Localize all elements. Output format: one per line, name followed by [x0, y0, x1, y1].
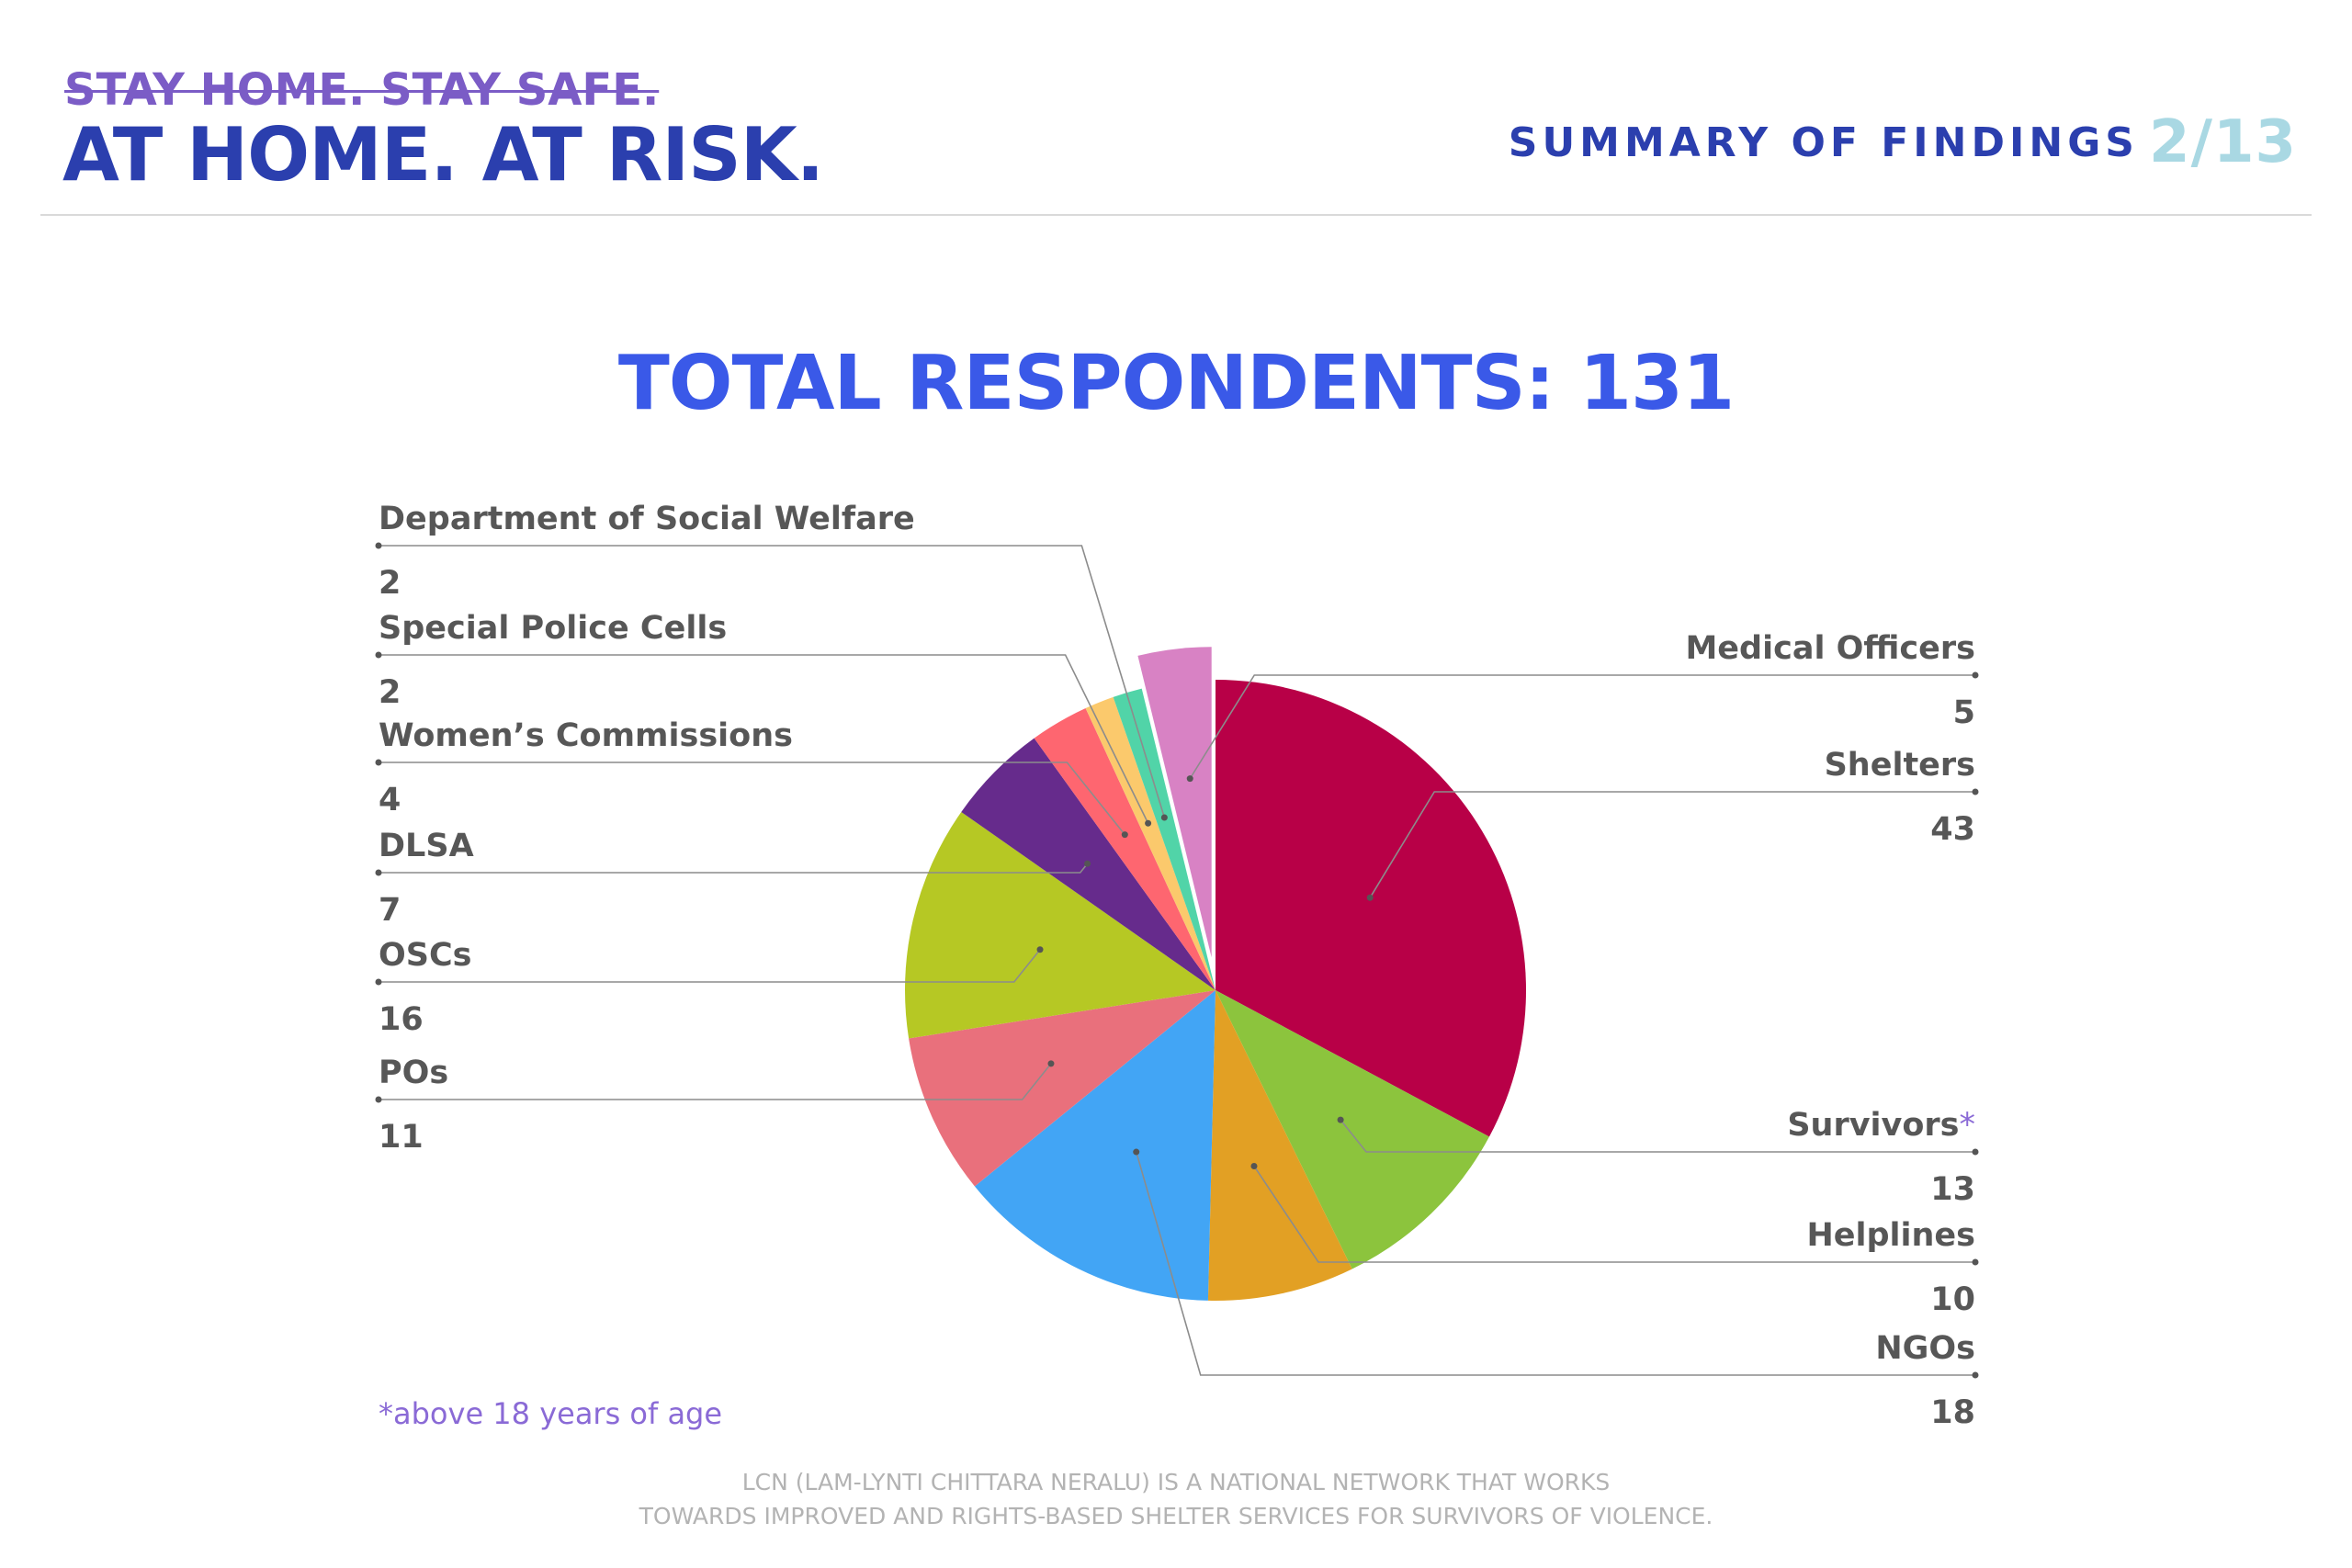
slice-label-pos: POs [379, 1055, 448, 1091]
slice-label-survivors: Survivors* [1787, 1107, 1975, 1144]
leader-dot-helplines [1250, 1162, 1258, 1169]
pie-slice-pos [909, 990, 1216, 1187]
slice-value-pos: 11 [379, 1119, 424, 1156]
leader-end-dot-dlsa [375, 869, 382, 876]
slice-label-oscs: OSCs [379, 937, 471, 974]
section-title: SUMMARY OF FINDINGS [1508, 119, 2139, 166]
leader-end-dot-special-police-cells [375, 651, 382, 659]
header-title: AT HOME. AT RISK. [62, 112, 824, 197]
leader-line-pos [379, 1063, 1052, 1100]
leader-end-dot-pos [375, 1096, 382, 1103]
footnote: *above 18 years of age [379, 1396, 723, 1431]
footer-text: LCN (LAM-LYNTI CHITTARA NERALU) IS A NAT… [0, 1465, 2352, 1533]
footer-line-2: TOWARDS IMPROVED AND RIGHTS-BASED SHELTE… [639, 1503, 1713, 1529]
leader-line-medical-officers [1189, 674, 1975, 780]
slice-label-medical-officers: Medical Officers [1685, 630, 1975, 667]
leader-end-dot-women-s-commissions [375, 759, 382, 766]
leader-dot-oscs [1036, 946, 1044, 953]
header-divider [40, 214, 2312, 216]
slice-label-ngos: NGOs [1875, 1330, 1975, 1367]
leader-dot-shelters [1366, 894, 1374, 901]
header-tagline-struck: STAY HOME. STAY SAFE. [64, 64, 660, 116]
leader-line-oscs [379, 949, 1041, 983]
leader-dot-special-police-cells [1145, 819, 1152, 827]
leader-line-special-police-cells [379, 654, 1149, 824]
leader-line-department-of-social-welfare [379, 545, 1166, 818]
pie-slice-special-police-cells [1085, 696, 1216, 990]
leader-end-dot-medical-officers [1972, 671, 1979, 679]
slice-value-department-of-social-welfare: 2 [379, 565, 401, 602]
chart-title: TOTAL RESPONDENTS: 131 [617, 340, 1735, 427]
leader-dot-dlsa [1084, 860, 1091, 867]
footer-line-1: LCN (LAM-LYNTI CHITTARA NERALU) IS A NAT… [741, 1469, 1611, 1495]
leader-end-dot-survivors [1972, 1148, 1979, 1156]
pie-slice-survivors [1216, 990, 1489, 1269]
slice-value-oscs: 16 [379, 1001, 424, 1038]
slice-value-shelters: 43 [1930, 811, 1975, 848]
pie-slice-department-of-social-welfare [1113, 688, 1216, 990]
slice-label-dlsa: DLSA [379, 828, 474, 864]
leader-dot-medical-officers [1186, 775, 1193, 783]
slice-value-dlsa: 7 [379, 892, 401, 929]
leader-dot-ngos [1133, 1148, 1140, 1156]
leader-line-dlsa [379, 863, 1089, 874]
slice-label-women-s-commissions: Women’s Commissions [379, 717, 793, 754]
slice-label-special-police-cells: Special Police Cells [379, 610, 727, 647]
leader-dot-women-s-commissions [1121, 831, 1128, 839]
leader-dot-pos [1047, 1060, 1055, 1067]
leader-end-dot-oscs [375, 978, 382, 986]
slice-value-medical-officers: 5 [1953, 694, 1975, 731]
leader-line-survivors [1340, 1119, 1975, 1153]
slice-label-department-of-social-welfare: Department of Social Welfare [379, 501, 915, 537]
pie-slice-shelters [1216, 680, 1526, 1137]
leader-dot-department-of-social-welfare [1160, 814, 1168, 821]
pie-slice-medical-officers [1137, 647, 1212, 958]
leader-end-dot-helplines [1972, 1258, 1979, 1266]
page-number: 2/13 [2149, 108, 2297, 176]
leader-line-women-s-commissions [379, 761, 1125, 836]
slice-value-helplines: 10 [1930, 1281, 1975, 1318]
leader-end-dot-shelters [1972, 788, 1979, 795]
slice-label-shelters: Shelters [1825, 747, 1975, 784]
leader-end-dot-department-of-social-welfare [375, 542, 382, 549]
leader-line-ngos [1135, 1151, 1975, 1376]
leader-line-shelters [1369, 791, 1975, 898]
leader-end-dot-ngos [1972, 1371, 1979, 1379]
slice-value-women-s-commissions: 4 [379, 782, 401, 818]
pie-slice-ngos [974, 990, 1216, 1301]
slice-value-ngos: 18 [1930, 1394, 1975, 1431]
slice-value-survivors: 13 [1930, 1171, 1975, 1208]
slice-value-special-police-cells: 2 [379, 674, 401, 711]
pie-slice-helplines [1207, 990, 1352, 1301]
asterisk-mark: * [1960, 1107, 1976, 1144]
leader-dot-survivors [1337, 1116, 1344, 1123]
slice-label-helplines: Helplines [1806, 1217, 1975, 1254]
label-layer: Shelters 43 Survivors* 13 Helplines 10 NGOs 18 P… [375, 501, 1979, 1431]
leader-line-helplines [1253, 1166, 1975, 1263]
